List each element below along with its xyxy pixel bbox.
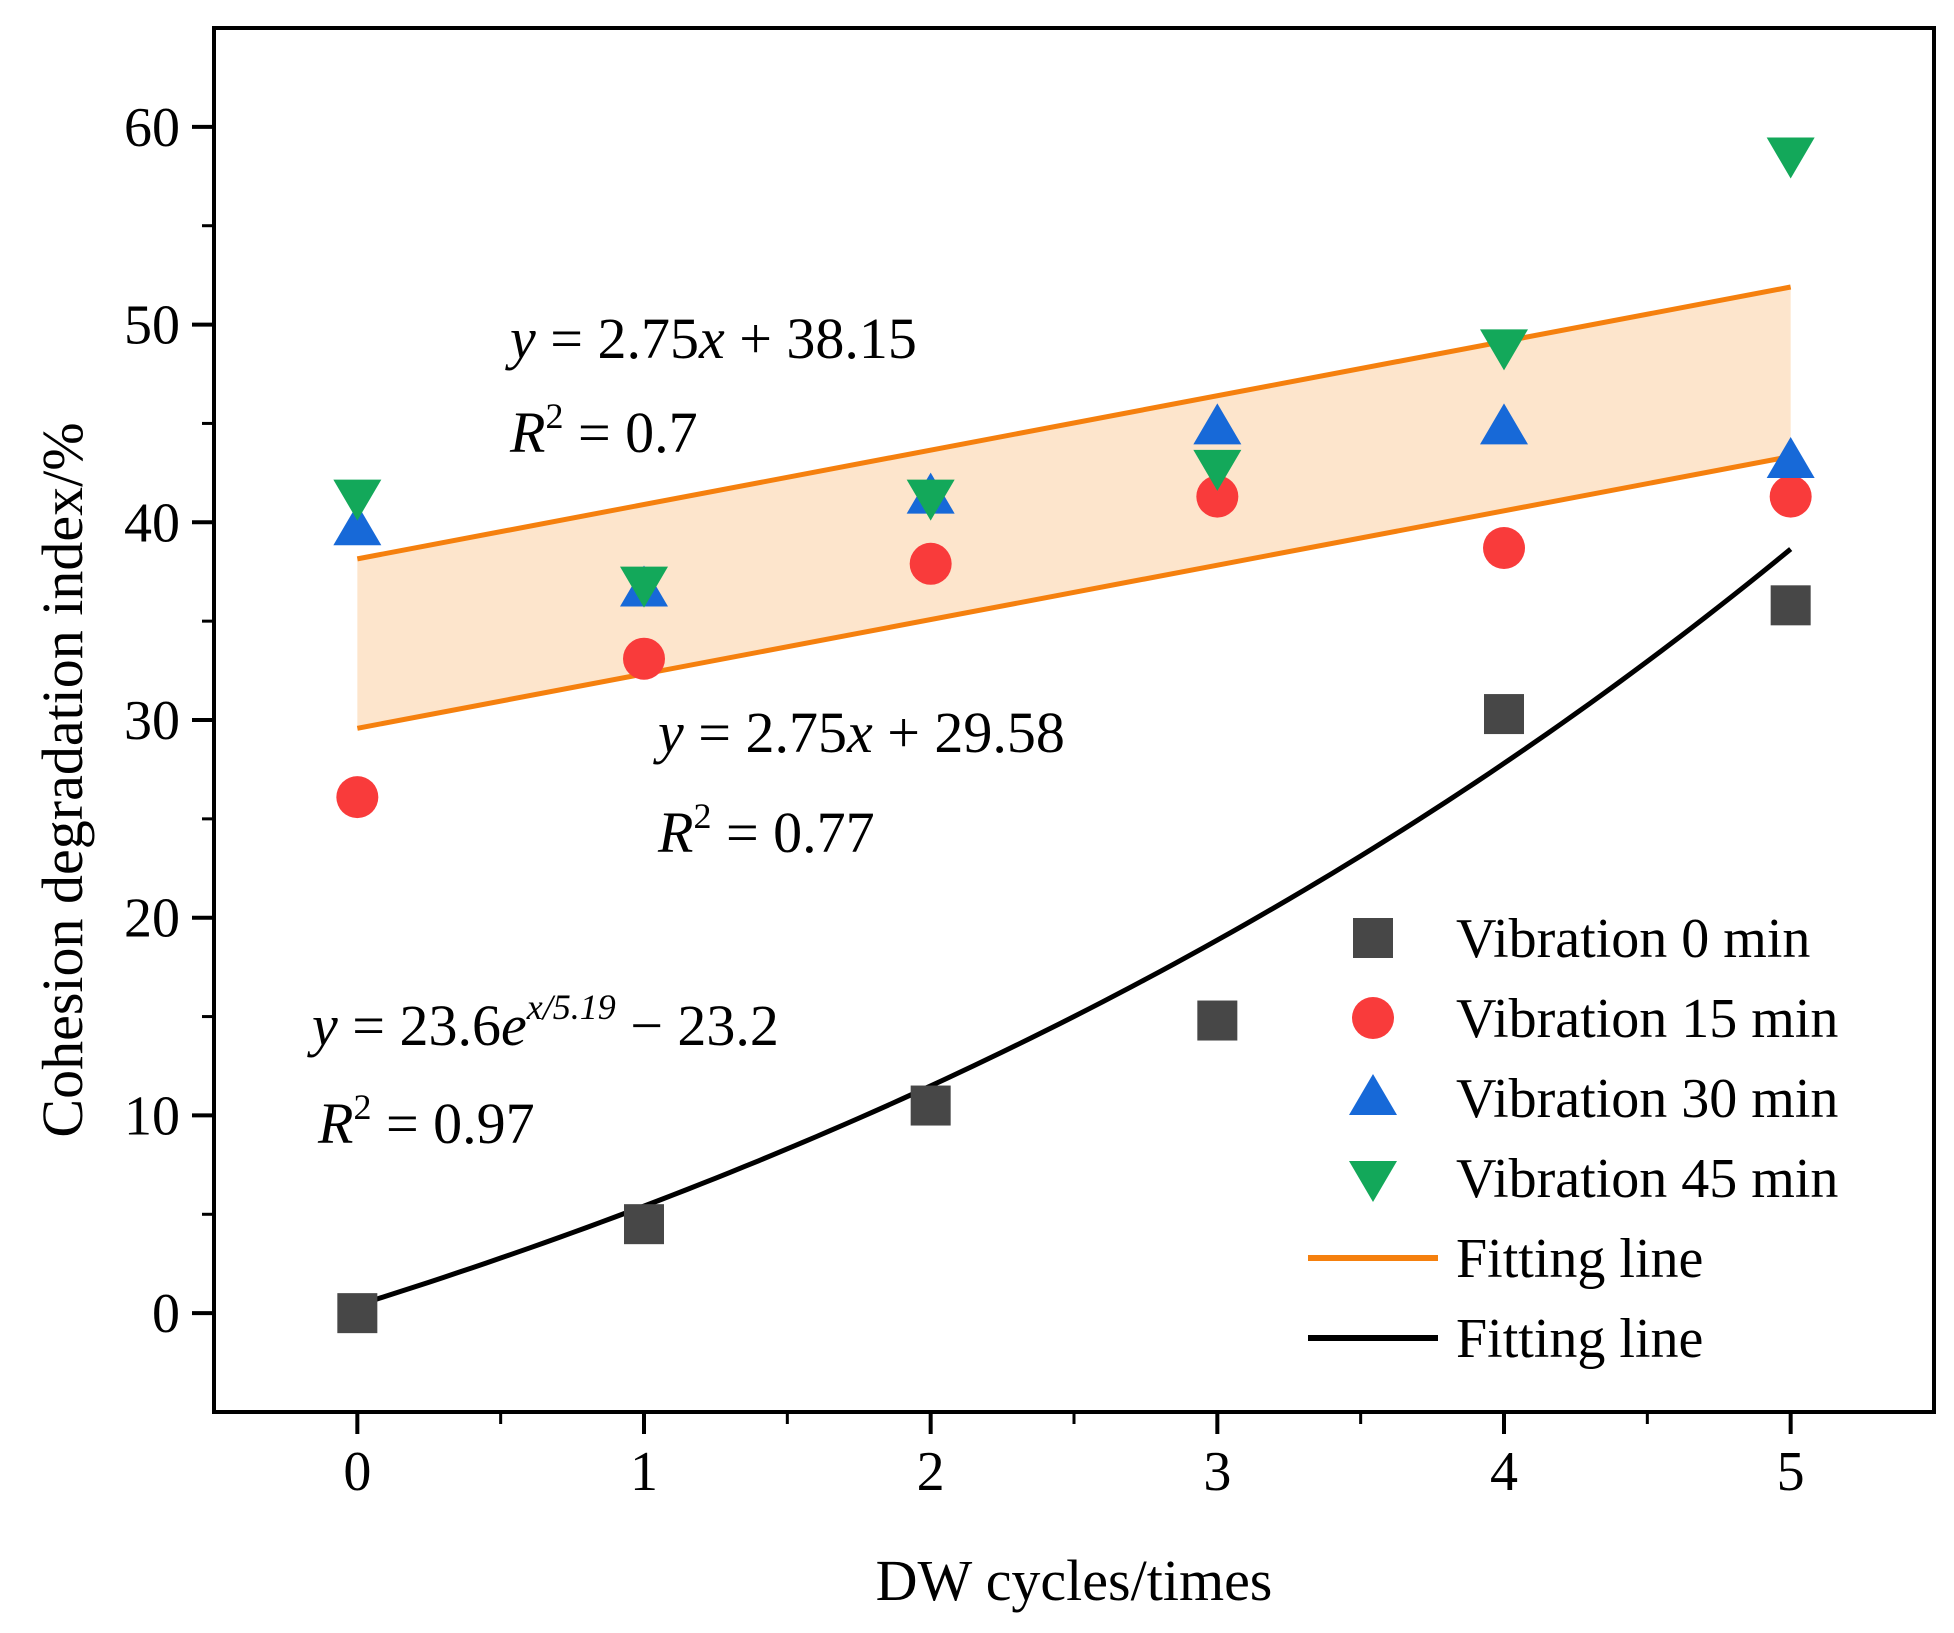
upper-fit-line — [356, 284, 1792, 562]
data-point — [1193, 403, 1242, 445]
data-point — [1196, 475, 1239, 518]
data-point — [1766, 436, 1815, 478]
legend-label: Vibration 45 min — [1456, 1148, 1838, 1210]
y-tick-label: 40 — [124, 492, 180, 554]
x-tick-label: 1 — [630, 1441, 658, 1503]
legend-marker — [1349, 1074, 1397, 1115]
data-point — [620, 566, 668, 608]
y-tick-label: 0 — [152, 1283, 180, 1345]
y-tick-label: 50 — [124, 295, 180, 357]
data-point — [1770, 585, 1811, 626]
data-point — [1197, 1000, 1238, 1041]
data-point — [333, 479, 382, 521]
lower-fit-equation: y = 2.75x + 29.58 — [653, 700, 1065, 765]
x-tick-label: 5 — [1777, 1441, 1805, 1503]
data-point — [337, 1293, 378, 1334]
legend-marker — [1349, 1161, 1397, 1202]
data-point — [623, 637, 665, 680]
series-3 — [333, 137, 1815, 608]
series-2 — [333, 403, 1815, 607]
series-1 — [336, 475, 1812, 819]
lower-fit-line — [356, 453, 1792, 731]
upper-fit-equation: y = 2.75x + 38.15 — [505, 306, 917, 371]
data-point — [336, 776, 379, 819]
legend-label: Vibration 15 min — [1456, 988, 1838, 1050]
legend-marker — [1352, 997, 1394, 1039]
lower-fit-r2: R2 = 0.77 — [657, 796, 875, 865]
x-tick-label: 4 — [1490, 1441, 1518, 1503]
data-point — [1483, 526, 1525, 569]
data-point — [624, 1204, 664, 1245]
x-tick-label: 3 — [1203, 1441, 1231, 1503]
data-point — [1480, 329, 1528, 371]
x-axis-title: DW cycles/times — [876, 1548, 1273, 1613]
data-point — [1484, 694, 1524, 735]
exp-fit-line — [356, 547, 1793, 1308]
y-tick-label: 60 — [124, 97, 180, 159]
legend-marker — [1353, 918, 1393, 958]
legend-label: Vibration 30 min — [1456, 1068, 1838, 1130]
data-point — [909, 542, 952, 585]
legend-label: Vibration 0 min — [1456, 908, 1810, 970]
x-tick-label: 0 — [343, 1441, 371, 1503]
legend-label: Fitting line — [1456, 1228, 1703, 1290]
data-point — [1769, 475, 1812, 518]
legend: Vibration 0 min Vibration 15 min Vibration… — [1308, 908, 1838, 1370]
markers-layer — [333, 137, 1815, 1334]
fits-layer — [356, 284, 1793, 1308]
exp-fit-equation: y = 23.6ex/5.19 − 23.2 — [307, 987, 779, 1058]
data-point — [906, 479, 955, 521]
y-tick-label: 20 — [124, 888, 180, 950]
y-axis-title: Cohesion degradation index/% — [30, 422, 95, 1137]
y-tick-label: 30 — [124, 690, 180, 752]
confidence-band — [357, 287, 1791, 729]
data-point — [1480, 403, 1528, 445]
exp-fit-r2: R2 = 0.97 — [317, 1087, 535, 1156]
y-tick-label: 10 — [124, 1085, 180, 1147]
upper-fit-r2: R2 = 0.7 — [509, 396, 698, 465]
data-point — [1766, 137, 1815, 179]
legend-label: Fitting line — [1456, 1308, 1703, 1370]
x-tick-label: 2 — [917, 1441, 945, 1503]
data-point — [333, 504, 382, 546]
data-point — [910, 1085, 951, 1126]
series-0 — [337, 585, 1811, 1334]
data-point — [1193, 449, 1242, 491]
